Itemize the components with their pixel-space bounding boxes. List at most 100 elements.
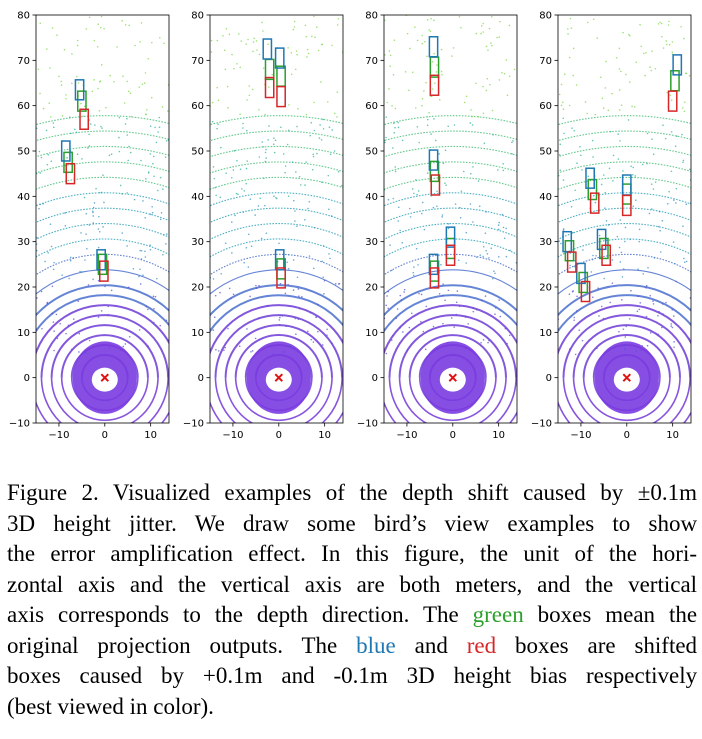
red-box	[429, 267, 440, 289]
y-tick-label: 60	[539, 101, 552, 112]
caption-word: axis	[7, 602, 45, 627]
caption-word: The	[422, 602, 459, 627]
caption-word: some	[307, 510, 356, 536]
red-box	[79, 108, 90, 130]
caption-word: boxes	[7, 663, 61, 688]
caption-word: axis	[304, 571, 342, 597]
y-tick-label: 40	[365, 192, 378, 203]
y-tick-label: 70	[191, 56, 204, 67]
caption-word: respectively	[585, 663, 698, 688]
green-box	[621, 183, 632, 205]
y-tick-label: 10	[17, 328, 30, 339]
caption-word: bias	[530, 663, 568, 688]
caption-word: axis	[78, 571, 116, 597]
axes-frame	[209, 14, 344, 424]
y-tick-label: −10	[183, 419, 204, 430]
caption-word: height	[53, 510, 111, 536]
blue-box	[428, 253, 439, 276]
caption-word: Visualized	[112, 480, 210, 505]
caption-word: by	[600, 480, 624, 505]
green-box	[445, 237, 456, 260]
green-box	[97, 253, 108, 276]
panel-2: −10 0 10 20 30 40 50 60 70 80 −10 0 10	[183, 11, 344, 440]
y-tick-label: 40	[17, 192, 30, 203]
caption-word: to	[612, 510, 631, 536]
panel-1: −10 0 10 20 30 40 50 60 70 80 −10 0 10	[9, 11, 170, 440]
y-tick-label: 10	[191, 328, 204, 339]
red-box	[566, 251, 577, 273]
y-tick-label: 30	[539, 237, 552, 248]
blue-box	[74, 79, 85, 101]
red-box	[667, 90, 678, 112]
y-tick-label: 80	[365, 11, 378, 22]
caption-word: caused	[523, 480, 586, 505]
caption-line: boxes caused by +0.1m and -0.1m 3D heigh…	[7, 661, 697, 692]
caption-word: jitter.	[129, 510, 177, 536]
caption-word: mean	[605, 602, 656, 627]
caption-word: amplification	[110, 541, 233, 566]
caption-line: 3D height jitter. We draw some bird’s vi…	[7, 509, 697, 540]
green-box	[564, 240, 575, 262]
blue-box	[621, 174, 632, 196]
x-tick-label: 0	[276, 430, 282, 440]
green-box	[76, 90, 87, 112]
red-box	[429, 74, 440, 96]
caption-word: the	[585, 571, 614, 597]
y-tick-label: 60	[191, 101, 204, 112]
caption-word: the	[214, 602, 243, 627]
green-box	[63, 151, 73, 174]
lidar-point-cloud	[384, 15, 517, 423]
caption-word: unit	[523, 541, 560, 566]
caption-word: and	[537, 571, 571, 597]
caption-word: both	[399, 571, 441, 597]
x-tick-label: −10	[396, 430, 417, 440]
x-tick-label: 10	[666, 430, 679, 440]
green-box	[264, 58, 275, 81]
blue-box	[576, 262, 586, 285]
caption-word: are	[587, 632, 616, 658]
y-tick-label: 0	[24, 373, 30, 384]
y-tick-label: 30	[191, 237, 204, 248]
y-tick-label: 0	[372, 373, 378, 384]
y-tick-label: −10	[531, 419, 552, 430]
green-box	[429, 160, 440, 183]
y-tick-label: 30	[17, 237, 30, 248]
caption-word: and	[129, 571, 164, 597]
caption-word: meters,	[455, 571, 523, 597]
y-tick-label: 20	[17, 283, 30, 294]
blue-box	[585, 167, 595, 189]
y-tick-label: 20	[191, 283, 204, 294]
y-tick-label: 50	[191, 147, 204, 158]
panel-3: −10 0 10 20 30 40 50 60 70 80 −10 0 10	[357, 11, 518, 440]
blue-box	[672, 54, 683, 76]
y-tick-label: 40	[539, 192, 552, 203]
axes-frame	[35, 14, 170, 424]
blue-box	[96, 249, 107, 271]
caption-word: outputs.	[209, 632, 284, 658]
caption-word: depth	[256, 602, 308, 627]
caption-word: examples	[507, 510, 595, 536]
blue-box	[274, 47, 285, 69]
caption-word: error	[50, 541, 96, 566]
caption-word: effect.	[248, 541, 306, 566]
caption-line: original projection outputs. The blue an…	[7, 631, 697, 662]
x-tick-label: −10	[222, 430, 243, 440]
caption-word: the	[480, 541, 509, 566]
lidar-point-cloud	[210, 15, 343, 423]
caption-word: examples	[224, 480, 312, 505]
y-tick-label: 70	[17, 56, 30, 67]
caption-word: to	[183, 602, 201, 627]
red-box	[601, 244, 612, 266]
caption-word: and	[414, 632, 448, 658]
panel-4: −10 0 10 20 30 40 50 60 70 80 −10 0 10	[531, 11, 692, 440]
caption-word: the	[359, 480, 388, 505]
caption-word: depth	[402, 480, 454, 505]
caption-word: 3D	[7, 510, 36, 536]
green-box	[276, 65, 286, 87]
axes-frame	[557, 14, 692, 424]
blue-box	[60, 140, 71, 162]
y-tick-label: 10	[365, 328, 378, 339]
caption-word: the	[7, 541, 36, 566]
caption-word: ±0.1m	[637, 480, 698, 505]
y-tick-label: 0	[198, 373, 204, 384]
